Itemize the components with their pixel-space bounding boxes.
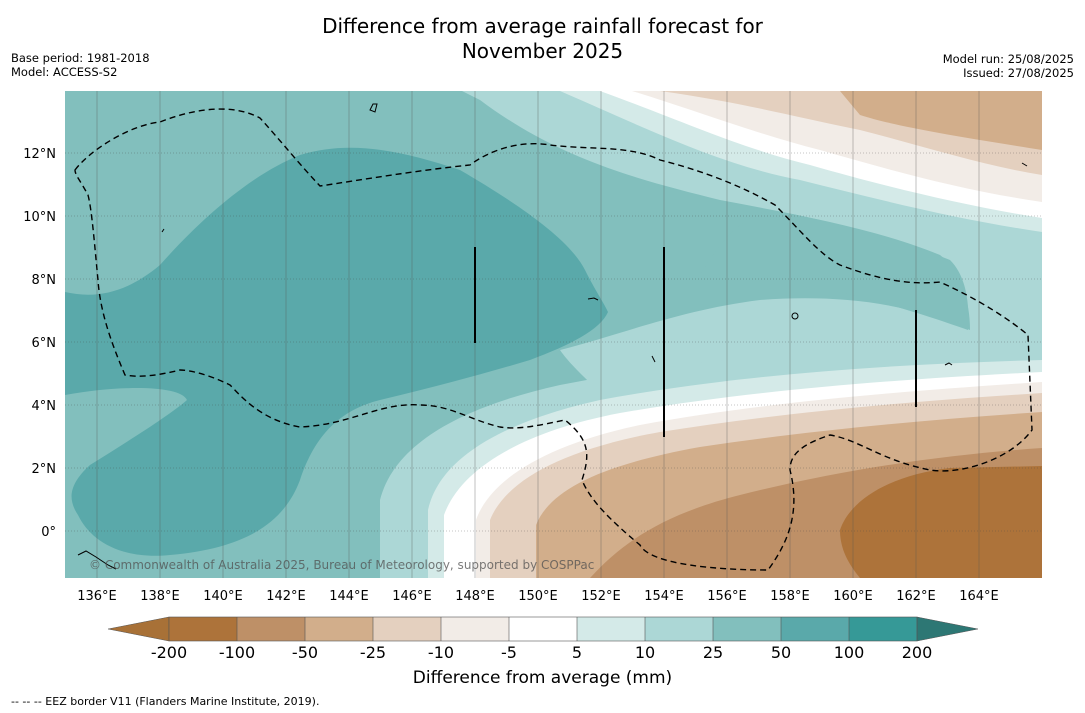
colorbar-segment bbox=[577, 617, 645, 641]
y-tick: 12°N bbox=[23, 147, 56, 162]
x-tick: 160°E bbox=[833, 589, 873, 604]
x-tick: 162°E bbox=[896, 589, 936, 604]
colorbar-title: Difference from average (mm) bbox=[0, 668, 1085, 688]
colorbar-segment bbox=[237, 617, 305, 641]
x-tick: 138°E bbox=[140, 589, 180, 604]
y-axis-ticks: 12°N 10°N 8°N 6°N 4°N 2°N 0° bbox=[23, 147, 56, 540]
colorbar-label: -5 bbox=[501, 643, 517, 662]
x-axis-ticks: 136°E 138°E 140°E 142°E 144°E 146°E 148°… bbox=[77, 589, 999, 604]
colorbar-label: 25 bbox=[703, 643, 723, 662]
colorbar-segment bbox=[305, 617, 373, 641]
x-tick: 150°E bbox=[518, 589, 558, 604]
colorbar-arrow-low bbox=[108, 617, 169, 641]
colorbar-label: -25 bbox=[360, 643, 386, 662]
colorbar-label: 5 bbox=[572, 643, 582, 662]
colorbar-label: 50 bbox=[771, 643, 791, 662]
colorbar-label: -10 bbox=[428, 643, 454, 662]
colorbar-label: 10 bbox=[635, 643, 655, 662]
colorbar-label: -200 bbox=[151, 643, 187, 662]
colorbar-segment bbox=[169, 617, 237, 641]
y-tick: 8°N bbox=[32, 273, 57, 288]
colorbar-label: -100 bbox=[219, 643, 255, 662]
x-tick: 136°E bbox=[77, 589, 117, 604]
y-tick: 4°N bbox=[32, 399, 57, 414]
colorbar-label: 100 bbox=[834, 643, 865, 662]
colorbar-segment bbox=[441, 617, 509, 641]
x-tick: 154°E bbox=[644, 589, 684, 604]
x-tick: 148°E bbox=[455, 589, 495, 604]
eez-legend: -- -- -- EEZ border V11 (Flanders Marine… bbox=[11, 695, 319, 708]
x-tick: 152°E bbox=[581, 589, 621, 604]
rainfall-contours bbox=[65, 91, 1042, 578]
colorbar-arrow-high bbox=[917, 617, 978, 641]
x-tick: 144°E bbox=[329, 589, 369, 604]
colorbar-segment bbox=[509, 617, 577, 641]
colorbar-segment bbox=[849, 617, 917, 641]
copyright-credit: © Commonwealth of Australia 2025, Bureau… bbox=[89, 558, 594, 572]
colorbar-segment bbox=[781, 617, 849, 641]
x-tick: 142°E bbox=[266, 589, 306, 604]
colorbar-segment bbox=[645, 617, 713, 641]
y-tick: 2°N bbox=[32, 462, 57, 477]
x-tick: 140°E bbox=[203, 589, 243, 604]
colorbar-label: -50 bbox=[292, 643, 318, 662]
x-tick: 146°E bbox=[392, 589, 432, 604]
colorbar-label: 200 bbox=[902, 643, 933, 662]
y-tick: 0° bbox=[41, 525, 56, 540]
y-tick: 10°N bbox=[23, 210, 56, 225]
x-tick: 158°E bbox=[770, 589, 810, 604]
x-tick: 156°E bbox=[707, 589, 747, 604]
colorbar-segment bbox=[713, 617, 781, 641]
map-figure: 136°E 138°E 140°E 142°E 144°E 146°E 148°… bbox=[0, 0, 1085, 713]
x-tick: 164°E bbox=[959, 589, 999, 604]
colorbar: -200 -100 -50 -25 -10 -5 5 10 25 50 100 … bbox=[108, 617, 978, 662]
colorbar-segment bbox=[373, 617, 441, 641]
y-tick: 6°N bbox=[32, 336, 57, 351]
